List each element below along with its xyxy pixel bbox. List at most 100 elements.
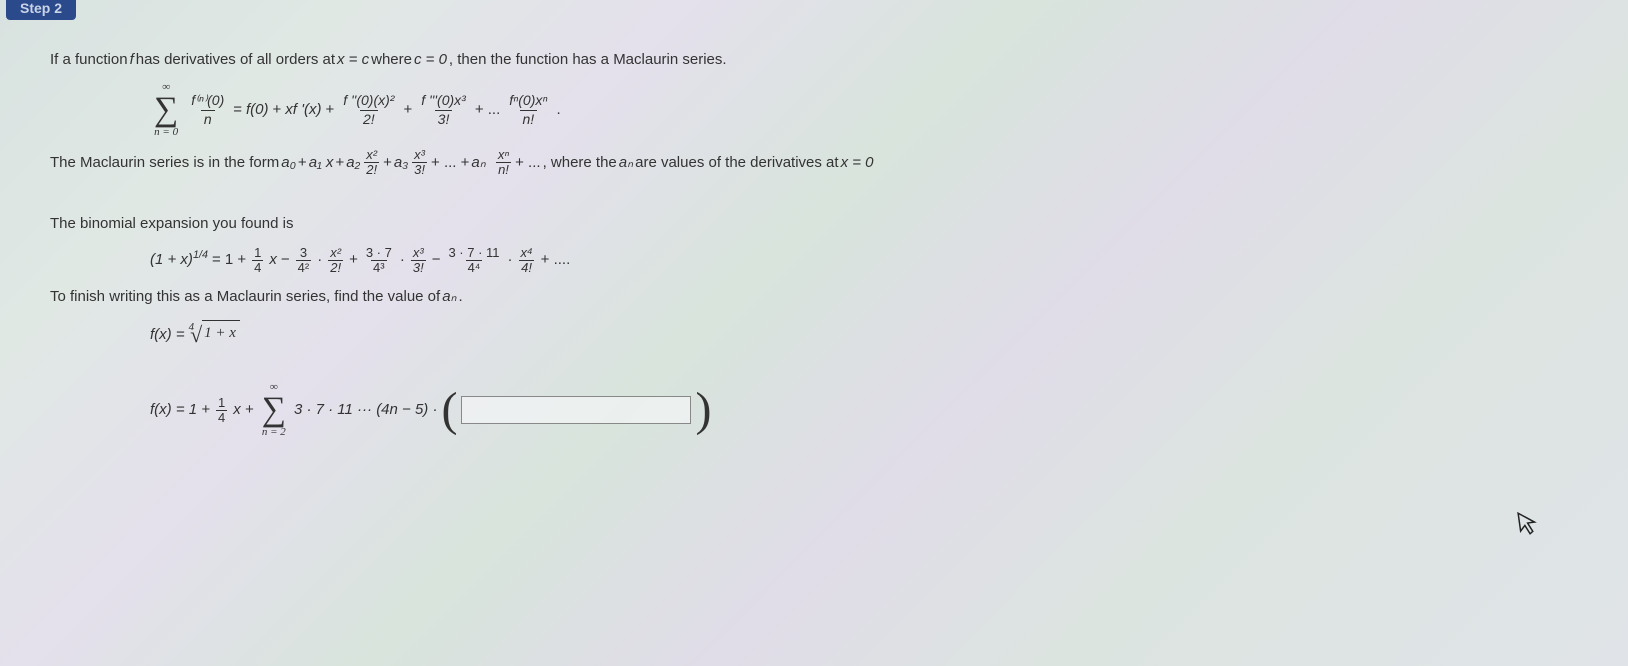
num: 3 xyxy=(298,246,309,260)
frac-1-4: 1 4 xyxy=(252,246,263,276)
num: xⁿ xyxy=(496,148,511,162)
text: The Maclaurin series is in the form xyxy=(50,151,279,175)
minus: − xyxy=(281,248,290,272)
intro-text: If a function f has derivatives of all o… xyxy=(50,48,1608,72)
find-an-text: To finish writing this as a Maclaurin se… xyxy=(50,285,1608,309)
frac-x2-2f: x² 2! xyxy=(328,246,343,276)
tail: + .... xyxy=(541,248,571,272)
frac-3-42: 3 4² xyxy=(296,246,312,276)
an: aₙ xyxy=(442,285,456,309)
cursor-icon xyxy=(1516,509,1540,543)
plus: + xyxy=(335,151,344,175)
term3-frac: f '''(0)x³ 3! xyxy=(418,93,469,127)
sigma-bottom: n = 0 xyxy=(154,127,178,138)
term1: xf '(x) xyxy=(285,98,321,122)
x-plus: x + xyxy=(233,398,253,422)
den: n! xyxy=(496,162,511,177)
base: (1 + x) xyxy=(150,251,193,268)
frac-x3-3f: x³ 3! xyxy=(411,246,426,276)
binomial-expansion: (1 + x)1/4 = 1 + 1 4 x − 3 4² · x² 2! + … xyxy=(150,246,1608,276)
den: 4 xyxy=(252,260,263,275)
a3: a₃ xyxy=(394,151,408,175)
frac-3711-44: 3 · 7 · 11 4⁴ xyxy=(446,246,501,276)
x: x xyxy=(269,248,277,272)
num: f⁽ⁿ⁾(0) xyxy=(188,93,227,109)
plus: + xyxy=(383,151,392,175)
den: 4² xyxy=(296,260,312,275)
answer-input[interactable] xyxy=(461,396,691,424)
product-pattern: 3 · 7 · 11 ··· (4n − 5) · xyxy=(294,398,438,422)
den: 3! xyxy=(412,162,427,177)
text: , then the function has a Maclaurin seri… xyxy=(449,48,727,72)
plus: + xyxy=(325,98,334,122)
an: aₙ xyxy=(471,151,485,175)
frac-x2: x² 2! xyxy=(364,148,379,178)
frac-x3: x³ 3! xyxy=(412,148,427,178)
den: 4³ xyxy=(371,260,387,275)
text: . xyxy=(459,285,463,309)
sigma-symbol: ∑ xyxy=(154,93,178,127)
num: x³ xyxy=(412,148,427,162)
den: 2! xyxy=(328,260,343,275)
text: , where the xyxy=(543,151,617,175)
den: n xyxy=(201,110,215,127)
var-f: f xyxy=(130,48,134,72)
term2-frac: f ''(0)(x)² 2! xyxy=(340,93,397,127)
den: 4 xyxy=(216,410,227,425)
a2: a₂ xyxy=(346,151,360,175)
equals: = xyxy=(233,98,242,122)
frac-37-43: 3 · 7 4³ xyxy=(364,246,394,276)
num: fⁿ(0)xⁿ xyxy=(506,93,550,109)
eq: = 1 + xyxy=(212,248,246,272)
fx-eq: f(x) = 1 + xyxy=(150,398,210,422)
den: 3! xyxy=(411,260,426,275)
sigma-icon: ∞ ∑ n = 2 xyxy=(262,382,286,438)
den: 2! xyxy=(360,110,378,127)
dot: · xyxy=(400,248,405,272)
num: 1 xyxy=(252,246,263,260)
step-tab: Step 2 xyxy=(6,0,76,20)
maclaurin-form-text: The Maclaurin series is in the form a₀ +… xyxy=(50,148,1608,178)
lhs: (1 + x)1/4 xyxy=(150,248,208,272)
den: 4⁴ xyxy=(466,260,483,275)
text: where xyxy=(371,48,412,72)
eq-xc: x = c xyxy=(337,48,369,72)
a0: a₀ xyxy=(281,151,296,175)
lhs-frac: f⁽ⁿ⁾(0) n xyxy=(188,93,227,127)
dots2: + ... xyxy=(515,151,540,175)
num: x² xyxy=(364,148,379,162)
plus: + xyxy=(298,151,307,175)
dots: + ... + xyxy=(431,151,469,175)
period: . xyxy=(556,98,560,122)
num: f '''(0)x³ xyxy=(418,93,469,109)
num: x³ xyxy=(411,246,426,260)
num: x⁴ xyxy=(519,246,535,260)
den: 2! xyxy=(364,162,379,177)
fx-eq: f(x) = xyxy=(150,323,185,347)
text: are values of the derivatives at xyxy=(635,151,838,175)
den: 4! xyxy=(519,260,534,275)
frac-1-4: 1 4 xyxy=(216,396,227,426)
eq-c0: c = 0 xyxy=(414,48,447,72)
root-body: 1 + x xyxy=(202,320,240,345)
exp: 1/4 xyxy=(193,249,208,261)
num: x² xyxy=(328,246,343,260)
den: n! xyxy=(520,110,538,127)
binomial-intro: The binomial expansion you found is xyxy=(50,212,1608,236)
fourth-root: 4 √ 1 + x xyxy=(189,317,240,352)
text: has derivatives of all orders at xyxy=(136,48,335,72)
eq-x0: x = 0 xyxy=(841,151,874,175)
final-series: f(x) = 1 + 1 4 x + ∞ ∑ n = 2 3 · 7 · 11 … xyxy=(150,382,1608,438)
lesson-content: If a function f has derivatives of all o… xyxy=(0,0,1628,464)
maclaurin-formula: ∞ ∑ n = 0 f⁽ⁿ⁾(0) n = f(0) + xf '(x) + f… xyxy=(150,82,1608,138)
sigma-symbol: ∑ xyxy=(262,393,286,427)
text: To finish writing this as a Maclaurin se… xyxy=(50,285,440,309)
num: 3 · 7 · 11 xyxy=(446,246,501,260)
sigma-bottom: n = 2 xyxy=(262,427,286,438)
termn-frac: fⁿ(0)xⁿ n! xyxy=(506,93,550,127)
plus: + xyxy=(273,98,282,122)
dots: + ... xyxy=(475,98,500,122)
radical-icon: √ xyxy=(190,317,202,352)
frac-xn: xⁿ n! xyxy=(496,148,511,178)
den: 3! xyxy=(435,110,453,127)
